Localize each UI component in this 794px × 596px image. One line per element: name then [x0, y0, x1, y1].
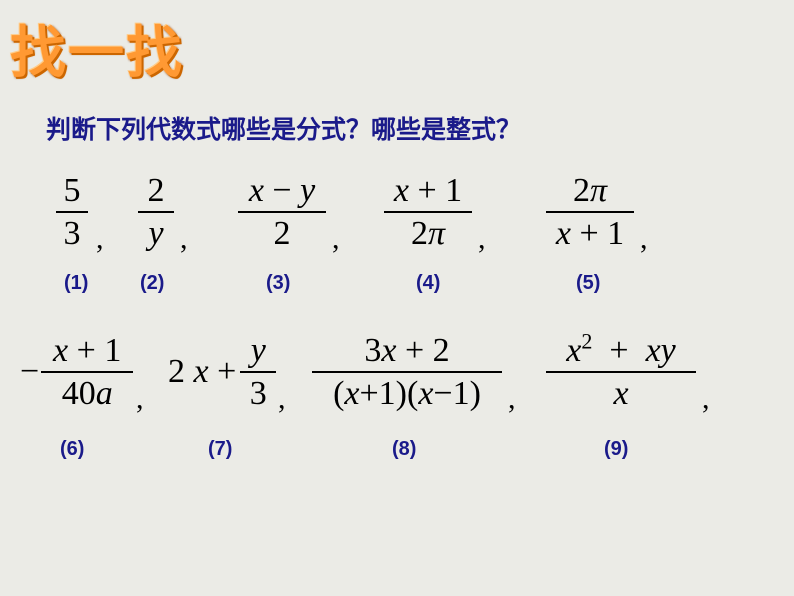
expression-label: (9) — [604, 438, 628, 461]
comma: , — [96, 222, 104, 256]
expression-row-2: −x + 140a2 x + y33x + 2(x+1)(x−1)x2 + xy… — [0, 332, 794, 422]
denominator: 2 — [238, 215, 326, 252]
fraction-bar — [238, 211, 326, 213]
numerator: x + 1 — [41, 332, 133, 369]
fraction-bar — [240, 371, 276, 373]
numerator: x + 1 — [384, 172, 472, 209]
fraction-bar — [41, 371, 133, 373]
expression-label: (4) — [416, 272, 440, 295]
fraction-bar — [56, 211, 88, 213]
fraction-bar — [384, 211, 472, 213]
prefix-minus: − — [20, 353, 39, 391]
inline-term: 2 x + — [168, 353, 236, 391]
denominator: (x+1)(x−1) — [312, 375, 502, 412]
comma: , — [702, 382, 710, 416]
expression: x + 1 2π — [384, 172, 472, 253]
expression-label: (8) — [392, 438, 416, 461]
expression: x2 + xy x — [546, 332, 696, 413]
expression: −x + 1 40a — [20, 332, 133, 413]
expression-label: (5) — [576, 272, 600, 295]
denominator: x — [546, 375, 696, 412]
expression: 2y — [138, 172, 174, 253]
expression: 2 x + y3 — [168, 332, 276, 413]
expression: 3x + 2 (x+1)(x−1) — [312, 332, 502, 413]
fraction-bar — [546, 371, 696, 373]
fraction: 53 — [56, 172, 88, 253]
question-text: 判断下列代数式哪些是分式？哪些是整式？ — [46, 110, 521, 146]
fraction: x − y 2 — [238, 172, 326, 253]
numerator: y — [240, 332, 276, 369]
denominator: y — [138, 215, 174, 252]
fraction: x + 1 40a — [41, 332, 133, 413]
numerator: 5 — [56, 172, 88, 209]
fraction: 2π x + 1 — [546, 172, 634, 253]
numerator: 3x + 2 — [312, 332, 502, 369]
comma: , — [332, 222, 340, 256]
expression-label: (2) — [140, 272, 164, 295]
page-title: 找一找 — [10, 8, 184, 89]
comma: , — [640, 222, 648, 256]
denominator: 3 — [240, 375, 276, 412]
denominator: x + 1 — [546, 215, 634, 252]
fraction: 3x + 2 (x+1)(x−1) — [312, 332, 502, 413]
fraction: y3 — [240, 332, 276, 413]
fraction: x2 + xy x — [546, 332, 696, 413]
numerator: 2π — [546, 172, 634, 209]
expression-row-1: 532yx − y2x + 12π2πx + 1,,,,, — [0, 172, 794, 262]
denominator: 3 — [56, 215, 88, 252]
comma: , — [508, 382, 516, 416]
denominator: 2π — [384, 215, 472, 252]
fraction-bar — [546, 211, 634, 213]
fraction: 2y — [138, 172, 174, 253]
expression: 2π x + 1 — [546, 172, 634, 253]
expression: x − y 2 — [238, 172, 326, 253]
comma: , — [478, 222, 486, 256]
fraction-bar — [138, 211, 174, 213]
expression-label: (1) — [64, 272, 88, 295]
fraction-bar — [312, 371, 502, 373]
denominator: 40a — [41, 375, 133, 412]
expression-label: (6) — [60, 438, 84, 461]
comma: , — [136, 382, 144, 416]
numerator: x − y — [238, 172, 326, 209]
expression: 53 — [56, 172, 88, 253]
expression-label: (7) — [208, 438, 232, 461]
comma: , — [180, 222, 188, 256]
numerator: x2 + xy — [546, 332, 696, 369]
numerator: 2 — [138, 172, 174, 209]
comma: , — [278, 382, 286, 416]
expression-label: (3) — [266, 272, 290, 295]
fraction: x + 1 2π — [384, 172, 472, 253]
